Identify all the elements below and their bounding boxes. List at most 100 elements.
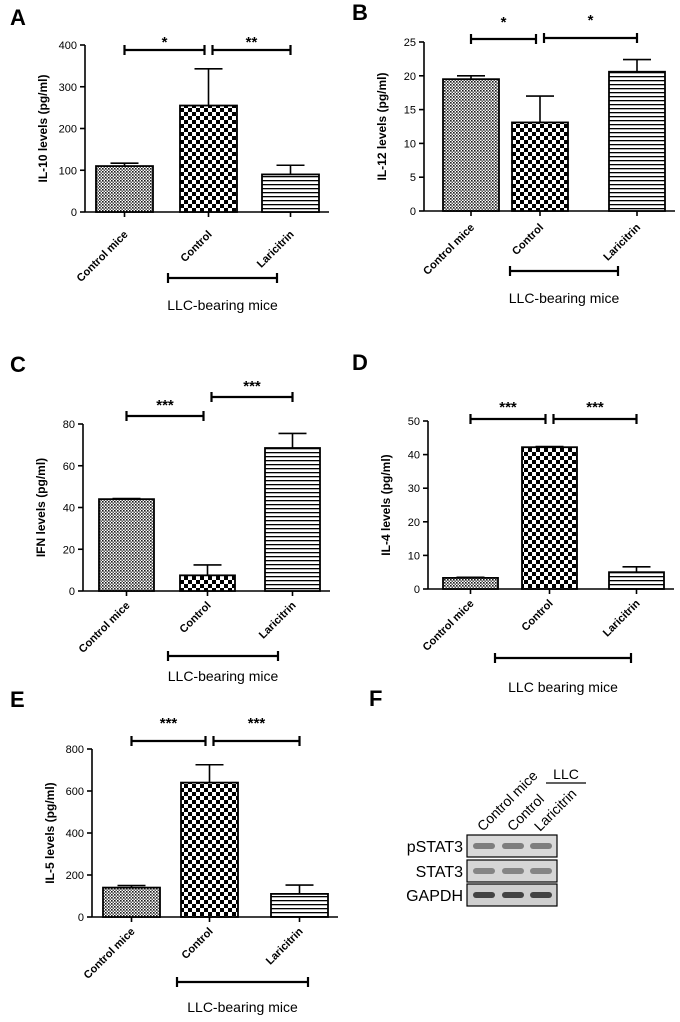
y-tick-label: 0 [71, 207, 77, 219]
x-tick-label: Control [177, 600, 213, 636]
panel-label: B [352, 0, 368, 25]
bar [270, 893, 329, 918]
blot-band [473, 892, 495, 898]
blot-row-label: pSTAT3 [407, 839, 463, 856]
y-tick-label: 40 [63, 503, 75, 515]
panel-label: D [352, 350, 368, 375]
blot-band [530, 868, 552, 874]
x-tick-label: Laricitrin [601, 221, 643, 263]
y-tick-label: 800 [66, 744, 84, 756]
bar [95, 165, 154, 213]
y-tick-label: 25 [404, 37, 416, 49]
y-tick-label: 400 [59, 40, 77, 52]
y-tick-label: 40 [408, 450, 420, 462]
y-tick-label: 0 [414, 584, 420, 596]
blot-band [502, 843, 524, 849]
x-tick-label: Laricitrin [601, 597, 643, 639]
x-tick-label: Laricitrin [255, 228, 297, 270]
y-axis-label: IL-5 levels (pg/ml) [43, 782, 57, 883]
significance-label: *** [248, 715, 266, 732]
bar [608, 70, 666, 212]
chart-panel-b: B 0 5 10 15 20 25 IL-12 levels (pg/ml) Control m… [352, 0, 675, 306]
group-label: LLC-bearing mice [509, 290, 620, 306]
significance-label: *** [586, 399, 604, 416]
group-label: LLC-bearing mice [168, 668, 279, 684]
y-tick-label: 30 [408, 483, 420, 495]
y-tick-label: 0 [78, 912, 84, 924]
significance-label: *** [156, 397, 174, 414]
significance-label: * [588, 12, 594, 29]
group-label: LLC-bearing mice [187, 999, 298, 1015]
blot-band [530, 843, 552, 849]
y-tick-label: 600 [66, 786, 84, 798]
chart-panel-e: E 0 200 400 600 800 IL-5 levels (pg/ml) Control… [10, 687, 338, 1015]
y-axis-label: IL-4 levels (pg/ml) [379, 454, 393, 555]
blot-band [502, 868, 524, 874]
y-tick-label: 15 [404, 105, 416, 117]
blot-group-label: LLC [553, 766, 579, 782]
chart-panel-d: D 0 10 20 30 40 50 IL-4 levels (pg/ml) Control m… [352, 350, 674, 695]
bar [442, 78, 500, 212]
y-axis-label: IL-12 levels (pg/ml) [375, 72, 389, 180]
bar [98, 498, 155, 592]
panel-label: F [369, 686, 382, 711]
y-tick-label: 60 [63, 461, 75, 473]
x-tick-label: Laricitrin [264, 925, 306, 967]
y-tick-label: 20 [63, 544, 75, 556]
y-tick-label: 50 [408, 416, 420, 428]
blot-band [473, 843, 495, 849]
panel-label: A [10, 5, 26, 30]
x-tick-label: Laricitrin [257, 599, 299, 641]
bar [180, 781, 239, 918]
x-tick-label: Control mice [82, 926, 138, 982]
y-tick-label: 300 [59, 82, 77, 94]
chart-panel-a: A 0 100 200 300 400 IL-10 levels (pg/ml) Contro… [10, 5, 329, 313]
blot-row: pSTAT3 [407, 834, 558, 858]
blot-row: GAPDH [406, 883, 558, 907]
x-tick-label: Control mice [421, 222, 477, 278]
blot-row-label: GAPDH [406, 888, 463, 905]
y-tick-label: 0 [410, 206, 416, 218]
y-tick-label: 100 [59, 165, 77, 177]
y-tick-label: 10 [404, 138, 416, 150]
bar [511, 121, 569, 212]
bar [264, 447, 321, 592]
y-tick-label: 5 [410, 172, 416, 184]
significance-label: *** [499, 399, 517, 416]
x-tick-label: Control [178, 229, 214, 265]
y-tick-label: 20 [408, 517, 420, 529]
bar [179, 104, 238, 213]
y-tick-label: 400 [66, 828, 84, 840]
significance-label: * [162, 34, 168, 51]
bar [102, 886, 161, 918]
x-tick-label: Control mice [77, 600, 133, 656]
y-tick-label: 200 [59, 124, 77, 136]
y-tick-label: 0 [69, 586, 75, 598]
significance-label: ** [246, 34, 258, 51]
y-tick-label: 20 [404, 71, 416, 83]
blot-band [502, 892, 524, 898]
blot-band [473, 868, 495, 874]
x-tick-label: Control [179, 926, 215, 962]
blot-band [530, 892, 552, 898]
blot-row-label: STAT3 [416, 864, 464, 881]
y-tick-label: 200 [66, 870, 84, 882]
significance-label: * [501, 14, 507, 31]
panel-label: C [10, 352, 26, 377]
group-label: LLC-bearing mice [167, 297, 278, 313]
x-tick-label: Control mice [421, 598, 477, 654]
chart-panel-c: C 0 20 40 60 80 IFN levels (pg/ml) Control mice… [10, 352, 330, 684]
y-axis-label: IFN levels (pg/ml) [34, 458, 48, 557]
x-tick-label: Control mice [75, 229, 131, 285]
y-tick-label: 80 [63, 419, 75, 431]
significance-label: *** [243, 378, 261, 395]
bar [521, 446, 578, 590]
y-tick-label: 10 [408, 550, 420, 562]
x-tick-label: Control [510, 222, 546, 258]
bar [442, 577, 499, 590]
bar [179, 574, 236, 592]
significance-label: *** [160, 715, 178, 732]
bar [261, 173, 320, 213]
